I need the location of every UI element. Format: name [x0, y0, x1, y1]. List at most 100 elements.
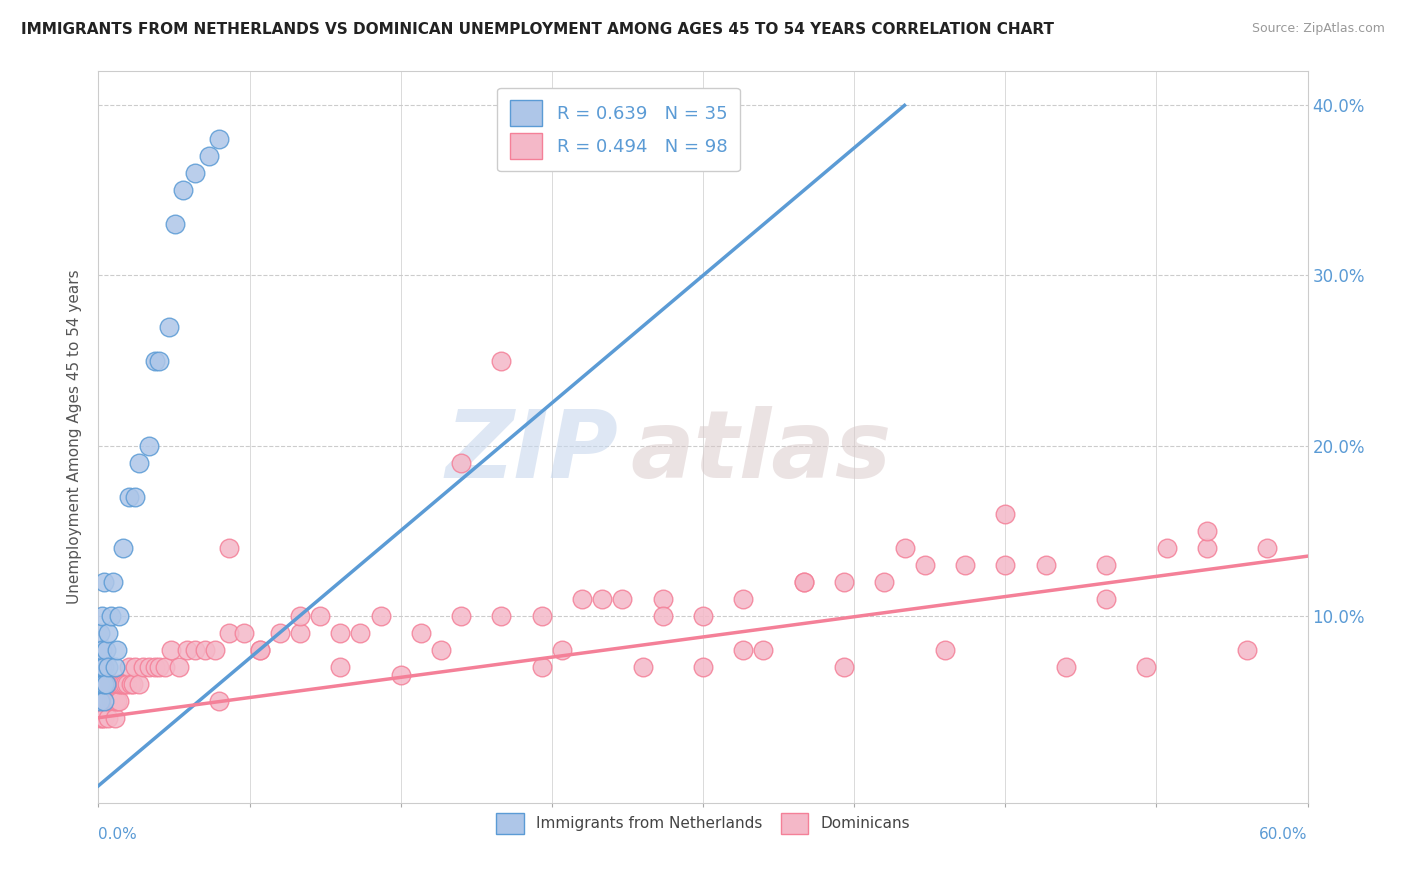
Point: [184, 642, 207, 657]
Point: [1135, 659, 1157, 673]
Point: [132, 659, 155, 673]
Point: [160, 642, 183, 657]
Point: [194, 642, 217, 657]
Point: [893, 541, 915, 555]
Text: IMMIGRANTS FROM NETHERLANDS VS DOMINICAN UNEMPLOYMENT AMONG AGES 45 TO 54 YEARS : IMMIGRANTS FROM NETHERLANDS VS DOMINICAN…: [21, 22, 1054, 37]
Point: [114, 677, 136, 691]
Point: [107, 677, 129, 691]
Point: [93, 677, 115, 691]
Point: [349, 625, 371, 640]
Point: [631, 659, 654, 673]
Point: [100, 608, 122, 623]
Point: [89, 659, 111, 673]
Point: [143, 353, 166, 368]
Point: [491, 353, 513, 368]
Point: [93, 574, 115, 589]
Point: [249, 642, 271, 657]
Point: [138, 439, 160, 453]
Legend: Immigrants from Netherlands, Dominicans: Immigrants from Netherlands, Dominicans: [484, 800, 922, 847]
Point: [97, 694, 120, 708]
Point: [288, 625, 311, 640]
Point: [148, 659, 170, 673]
Point: [107, 694, 129, 708]
Point: [101, 677, 124, 691]
Point: [1095, 558, 1118, 572]
Point: [184, 166, 207, 180]
Point: [1095, 591, 1118, 606]
Point: [551, 642, 574, 657]
Text: ZIP: ZIP: [446, 406, 619, 498]
Point: [832, 574, 855, 589]
Point: [651, 591, 673, 606]
Point: [91, 711, 114, 725]
Point: [288, 608, 311, 623]
Point: [105, 694, 128, 708]
Point: [450, 456, 472, 470]
Point: [138, 659, 160, 673]
Point: [651, 608, 673, 623]
Point: [167, 659, 190, 673]
Point: [1156, 541, 1178, 555]
Point: [118, 659, 141, 673]
Point: [793, 574, 815, 589]
Point: [249, 642, 271, 657]
Point: [97, 677, 120, 691]
Point: [96, 677, 118, 691]
Point: [1256, 541, 1278, 555]
Point: [491, 608, 513, 623]
Point: [793, 574, 815, 589]
Point: [232, 625, 254, 640]
Point: [97, 659, 120, 673]
Point: [370, 608, 392, 623]
Point: [89, 642, 111, 657]
Point: [612, 591, 634, 606]
Point: [101, 694, 124, 708]
Point: [93, 659, 115, 673]
Point: [93, 694, 115, 708]
Point: [118, 490, 141, 504]
Point: [91, 608, 114, 623]
Point: [692, 608, 714, 623]
Point: [101, 574, 124, 589]
Text: 0.0%: 0.0%: [98, 828, 138, 842]
Point: [752, 642, 775, 657]
Point: [91, 642, 114, 657]
Point: [115, 677, 138, 691]
Point: [269, 625, 291, 640]
Point: [124, 659, 146, 673]
Point: [163, 218, 186, 232]
Point: [96, 694, 118, 708]
Point: [450, 608, 472, 623]
Text: Source: ZipAtlas.com: Source: ZipAtlas.com: [1251, 22, 1385, 36]
Point: [832, 659, 855, 673]
Point: [914, 558, 936, 572]
Point: [329, 659, 352, 673]
Point: [91, 694, 114, 708]
Point: [89, 694, 111, 708]
Point: [389, 668, 412, 682]
Point: [89, 677, 111, 691]
Point: [93, 694, 115, 708]
Point: [571, 591, 593, 606]
Point: [733, 591, 755, 606]
Point: [93, 711, 115, 725]
Point: [733, 642, 755, 657]
Point: [994, 507, 1017, 521]
Point: [124, 490, 146, 504]
Point: [89, 711, 111, 725]
Point: [1035, 558, 1057, 572]
Point: [176, 642, 198, 657]
Point: [97, 625, 120, 640]
Point: [111, 541, 134, 555]
Point: [692, 659, 714, 673]
Point: [148, 353, 170, 368]
Point: [103, 694, 125, 708]
Point: [91, 659, 114, 673]
Point: [157, 319, 180, 334]
Point: [309, 608, 332, 623]
Point: [409, 625, 432, 640]
Point: [1054, 659, 1077, 673]
Point: [994, 558, 1017, 572]
Point: [97, 711, 120, 725]
Point: [204, 642, 226, 657]
